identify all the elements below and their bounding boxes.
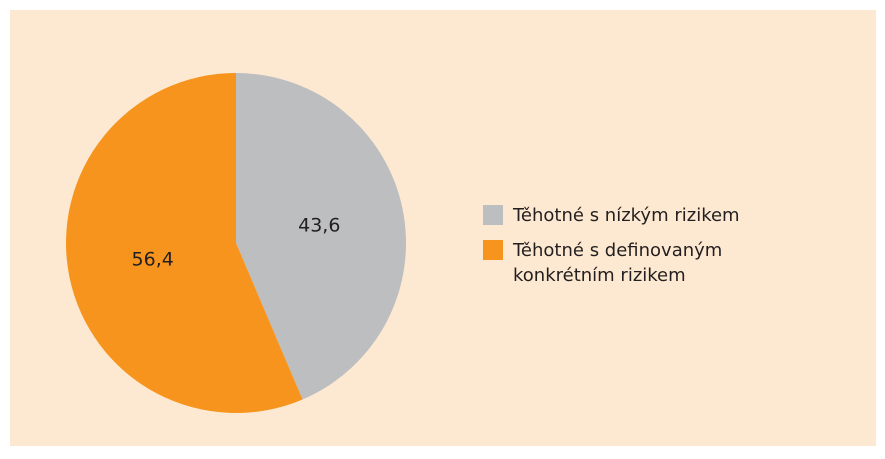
value-label: 43,6 <box>298 215 340 237</box>
value-label: 56,4 <box>132 248 174 270</box>
chart-panel: 43,6 56,4 Těhotné s nízkým rizikem Těhotné… <box>10 10 876 446</box>
pie-slice <box>66 73 303 413</box>
legend: Těhotné s nízkým rizikem Těhotné s defino… <box>483 203 753 298</box>
legend-label: Těhotné s nízkým rizikem <box>513 205 740 226</box>
legend-swatch <box>483 205 503 225</box>
legend-label: Těhotné s definovaným konkrétním rizikem <box>513 240 723 286</box>
chart: 43,6 56,4 <box>66 73 406 413</box>
pie-slice <box>236 73 406 400</box>
legend-swatch <box>483 240 503 260</box>
legend-item: Těhotné s definovaným konkrétním rizikem <box>483 238 753 288</box>
legend-item: Těhotné s nízkým rizikem <box>483 203 753 228</box>
